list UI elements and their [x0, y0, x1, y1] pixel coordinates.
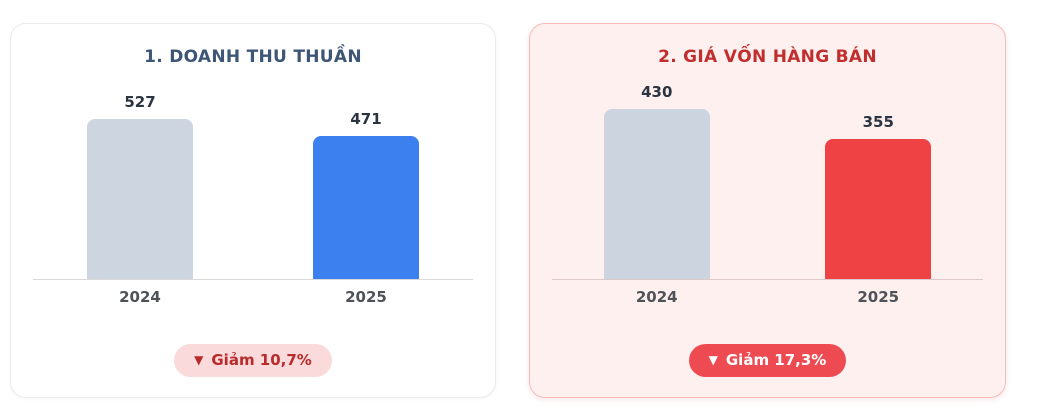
dashboard: 1. DOANH THU THUẦN 527 471 2024 2025 ▼: [10, 23, 1006, 398]
cogs-card: 2. GIÁ VỐN HÀNG BÁN 430 355 2024 2025 ▼: [529, 23, 1006, 398]
net-revenue-card: 1. DOANH THU THUẦN 527 471 2024 2025 ▼: [10, 23, 496, 398]
bar-value-label: 471: [350, 110, 382, 128]
x-axis-line: [33, 279, 473, 280]
x-axis-label-2024: 2024: [635, 288, 678, 306]
bar-value-label: 430: [641, 83, 673, 101]
down-triangle-icon: ▼: [708, 353, 718, 367]
x-axis-label-2024: 2024: [119, 288, 161, 306]
bar-2025: [825, 139, 932, 279]
bar-group-2024: 527: [27, 93, 253, 279]
decrease-badge-label: Giảm 10,7%: [211, 351, 312, 369]
net-revenue-bar-chart: 527 471 2024 2025: [11, 79, 495, 306]
bar-2024: [87, 119, 193, 279]
decrease-badge: ▼ Giảm 17,3%: [688, 344, 847, 377]
bar-2025: [313, 136, 419, 279]
bar-group-2025: 471: [253, 110, 479, 279]
decrease-badge: ▼ Giảm 10,7%: [174, 344, 332, 377]
x-axis-line: [552, 279, 983, 280]
bar-group-2024: 430: [546, 83, 768, 279]
decrease-badge-label: Giảm 17,3%: [725, 351, 827, 369]
x-axis-label-2025: 2025: [345, 288, 387, 306]
bar-group-2025: 355: [768, 113, 990, 279]
bar-value-label: 355: [862, 113, 894, 131]
cogs-bar-chart: 430 355 2024 2025: [530, 79, 1005, 306]
chart-title: 1. DOANH THU THUẦN: [144, 47, 362, 67]
bar-2024: [603, 109, 710, 279]
bar-value-label: 527: [124, 93, 156, 111]
down-triangle-icon: ▼: [194, 353, 204, 367]
chart-title: 2. GIÁ VỐN HÀNG BÁN: [658, 47, 877, 67]
x-axis-label-2025: 2025: [857, 288, 900, 306]
